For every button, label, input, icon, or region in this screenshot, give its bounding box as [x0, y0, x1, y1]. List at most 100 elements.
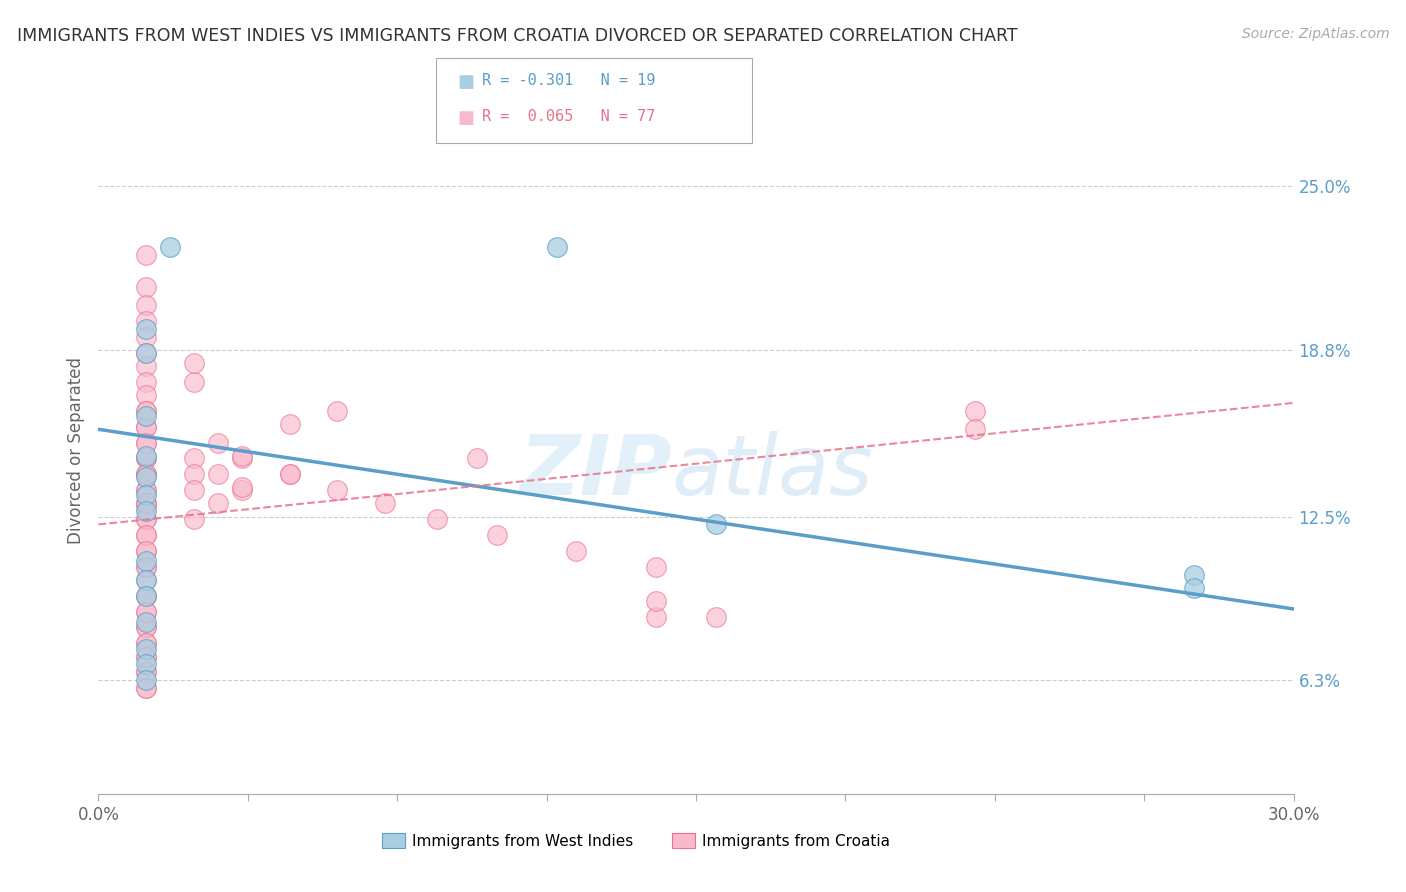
- Point: [135, 528, 157, 542]
- Point: [135, 649, 157, 664]
- Point: [565, 544, 588, 558]
- Point: [183, 512, 205, 526]
- Point: [135, 544, 157, 558]
- Point: [1182, 567, 1205, 582]
- Point: [963, 404, 986, 418]
- Point: [135, 248, 157, 262]
- Point: [485, 528, 508, 542]
- Text: atlas: atlas: [672, 431, 873, 512]
- Point: [135, 554, 157, 568]
- Point: [135, 589, 157, 603]
- Point: [135, 419, 157, 434]
- Point: [645, 610, 668, 624]
- Point: [1182, 581, 1205, 595]
- Y-axis label: Divorced or Separated: Divorced or Separated: [66, 357, 84, 544]
- Point: [135, 345, 157, 359]
- Point: [135, 467, 157, 482]
- Point: [645, 594, 668, 608]
- Text: R = -0.301   N = 19: R = -0.301 N = 19: [482, 73, 655, 88]
- Point: [135, 483, 157, 497]
- Point: [278, 417, 301, 431]
- Text: Source: ZipAtlas.com: Source: ZipAtlas.com: [1241, 27, 1389, 41]
- Point: [426, 512, 449, 526]
- Point: [135, 467, 157, 482]
- Point: [135, 657, 157, 672]
- Point: [135, 483, 157, 497]
- Point: [135, 404, 157, 418]
- Point: [135, 573, 157, 587]
- Point: [183, 356, 205, 370]
- Point: [135, 589, 157, 603]
- Point: [135, 388, 157, 402]
- Point: [326, 483, 349, 497]
- Point: [278, 467, 301, 482]
- Point: [135, 605, 157, 619]
- Point: [135, 636, 157, 650]
- Point: [135, 636, 157, 650]
- Point: [135, 330, 157, 344]
- Point: [546, 240, 568, 254]
- Point: [135, 512, 157, 526]
- Point: [135, 681, 157, 696]
- Point: [183, 451, 205, 466]
- Text: ZIP: ZIP: [519, 431, 672, 512]
- Point: [704, 517, 727, 532]
- Point: [183, 483, 205, 497]
- Point: [704, 610, 727, 624]
- Point: [135, 345, 157, 359]
- Point: [135, 665, 157, 680]
- Point: [231, 449, 253, 463]
- Point: [159, 240, 181, 254]
- Point: [135, 375, 157, 389]
- Point: [135, 298, 157, 312]
- Point: [207, 435, 229, 450]
- Point: [326, 404, 349, 418]
- Point: [207, 496, 229, 510]
- Point: [135, 467, 157, 482]
- Point: [135, 559, 157, 574]
- Point: [374, 496, 396, 510]
- Point: [135, 314, 157, 328]
- Point: [135, 499, 157, 513]
- Point: [135, 615, 157, 630]
- Point: [135, 528, 157, 542]
- Point: [135, 589, 157, 603]
- Point: [135, 419, 157, 434]
- Point: [135, 512, 157, 526]
- Point: [135, 404, 157, 418]
- Point: [465, 451, 488, 466]
- Point: [135, 504, 157, 518]
- Point: [278, 467, 301, 482]
- Point: [135, 573, 157, 587]
- Point: [183, 467, 205, 482]
- Point: [963, 422, 986, 436]
- Point: [135, 620, 157, 634]
- Point: [135, 649, 157, 664]
- Point: [207, 467, 229, 482]
- Point: [135, 451, 157, 466]
- Point: [135, 359, 157, 373]
- Point: [135, 488, 157, 502]
- Point: [231, 480, 253, 494]
- Point: [645, 559, 668, 574]
- Point: [135, 451, 157, 466]
- Point: [135, 435, 157, 450]
- Point: [135, 496, 157, 510]
- Point: [135, 605, 157, 619]
- Point: [135, 279, 157, 293]
- Point: [135, 559, 157, 574]
- Point: [135, 665, 157, 680]
- Point: [135, 496, 157, 510]
- Point: [135, 435, 157, 450]
- Point: [231, 483, 253, 497]
- Point: [135, 681, 157, 696]
- Point: [135, 409, 157, 424]
- Point: [135, 470, 157, 484]
- Text: IMMIGRANTS FROM WEST INDIES VS IMMIGRANTS FROM CROATIA DIVORCED OR SEPARATED COR: IMMIGRANTS FROM WEST INDIES VS IMMIGRANT…: [17, 27, 1018, 45]
- Point: [135, 620, 157, 634]
- Point: [231, 451, 253, 466]
- Legend: Immigrants from West Indies, Immigrants from Croatia: Immigrants from West Indies, Immigrants …: [375, 827, 897, 855]
- Point: [135, 449, 157, 463]
- Text: ■: ■: [457, 73, 474, 91]
- Text: R =  0.065   N = 77: R = 0.065 N = 77: [482, 109, 655, 124]
